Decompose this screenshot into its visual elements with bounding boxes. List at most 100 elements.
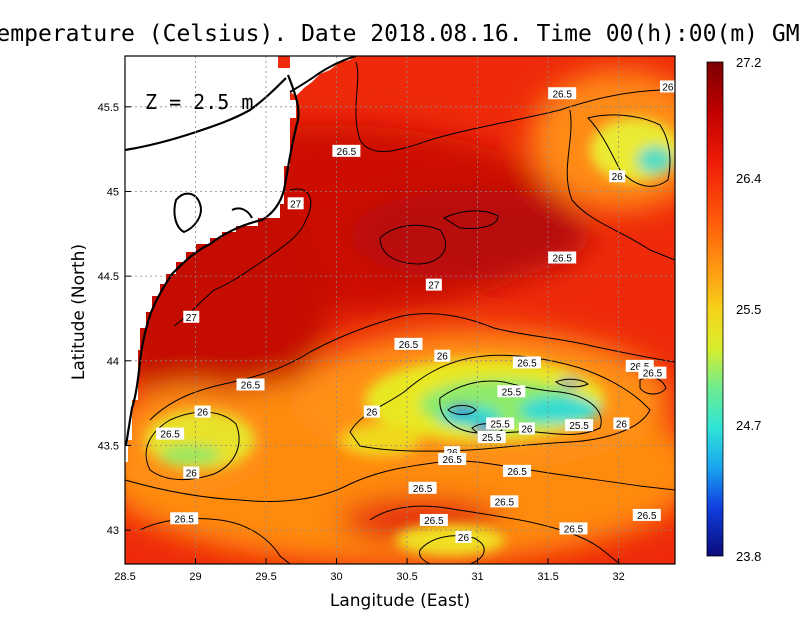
contour-label: 26.5 — [170, 512, 199, 525]
colorbar-gradient — [706, 61, 724, 557]
contour-26-west — [145, 411, 240, 481]
contour-label-text: 26 — [186, 469, 198, 480]
contour-label-box — [455, 530, 472, 543]
contour-label-box — [512, 356, 541, 369]
y-tick-label: 45.5 — [98, 102, 119, 114]
land-coast-north — [125, 56, 296, 462]
contour-blue-3 — [555, 378, 589, 388]
contour-label-text: 26 — [437, 352, 449, 363]
contour-label: 26.5 — [548, 87, 577, 100]
contour-label-box — [486, 417, 515, 430]
map-grid — [125, 56, 675, 564]
contour-label-text: 26.5 — [442, 455, 462, 466]
x-tick-label: 31.5 — [537, 571, 558, 583]
contour-label: 27 — [425, 278, 442, 292]
x-tick-label: 31 — [471, 571, 483, 583]
cyan-center-east — [520, 396, 600, 424]
contour-label-text: 26.5 — [517, 358, 537, 369]
yellow-south — [395, 524, 505, 556]
contour-label-text: 25.5 — [490, 419, 510, 430]
contour-label-box — [236, 378, 265, 391]
contour-label-box — [287, 197, 304, 210]
contour-label-box — [632, 508, 661, 521]
contour-label: 26.5 — [236, 378, 265, 392]
colorbar-tick-label: 27.2 — [736, 55, 761, 70]
contour-label-box — [659, 80, 675, 93]
contour-label-text: 26 — [197, 408, 209, 419]
contour-label: 26 — [613, 417, 630, 430]
contour-label-box — [548, 87, 577, 100]
contour-27-north — [379, 224, 446, 265]
contour-label: 26.5 — [332, 144, 361, 158]
x-tick-label: 29 — [189, 571, 201, 583]
contour-label-text: 26 — [616, 419, 628, 430]
contour-label: 25.5 — [486, 417, 515, 430]
contour-label: 26.5 — [503, 464, 532, 478]
contour-label-text: 26.5 — [637, 511, 657, 522]
contour-label: 26.5 — [394, 337, 423, 351]
contour-label-text: 27 — [428, 281, 440, 292]
contour-label-box — [438, 453, 467, 466]
contour-label: 26.5 — [419, 513, 448, 527]
warm-core-east — [350, 190, 590, 280]
contour-label-text: 27 — [290, 199, 302, 210]
contour-label-text: 27 — [186, 313, 198, 324]
contour-labels: 26.5 26 26.5 26 27 26.5 27 27 26.5 26.5 26 26.5 26.5… — [156, 80, 675, 544]
contour-label-text: 26.5 — [413, 484, 433, 495]
contour-label: 26 — [609, 170, 626, 183]
contour-label-box — [518, 422, 535, 435]
x-tick-label: 32 — [612, 571, 624, 583]
x-axis-title: Langitude (East) — [330, 591, 470, 611]
contour-label: 25.5 — [477, 431, 506, 444]
contour-label: 26 — [659, 80, 675, 93]
contour-label-box — [183, 310, 200, 323]
colorbar-tick-label: 26.4 — [736, 171, 761, 186]
contour-label-box — [565, 419, 594, 432]
contour-label-text: 25.5 — [569, 421, 589, 432]
blue-spot-3 — [558, 380, 582, 386]
contour-label-box — [419, 513, 448, 526]
contour-label-text: 26.5 — [643, 369, 663, 380]
contour-label-box — [363, 405, 380, 418]
x-tick-label: 28.5 — [114, 571, 135, 583]
map-plot-area: 26.5 26 26.5 26 27 26.5 27 27 26.5 26.5 26 26.5 26.5… — [125, 56, 675, 564]
contour-label-box — [609, 170, 626, 183]
contour-label: 26 — [363, 405, 380, 419]
contour-label-text: 26.5 — [174, 514, 194, 525]
coastline-inlet — [231, 207, 253, 219]
contour-26-5-southwest — [139, 518, 291, 564]
y-axis-title: Latitude (North) — [69, 244, 89, 380]
land-coast-top — [290, 56, 356, 96]
contour-label-box — [548, 251, 577, 264]
coastline-top — [289, 56, 357, 93]
contour-label: 26.5 — [638, 366, 667, 380]
contour-26-center — [349, 354, 651, 452]
y-tick-label: 43.5 — [98, 440, 119, 452]
contour-label-box — [434, 349, 451, 362]
contour-label-text: 26.5 — [507, 467, 527, 478]
contour-26-5-middle — [149, 313, 675, 421]
contour-label-text: 26.5 — [552, 89, 572, 100]
contour-label: 26.5 — [490, 495, 519, 508]
contour-label-box — [490, 495, 519, 508]
contour-label: 26.5 — [512, 356, 541, 369]
contour-label-text: 26.5 — [424, 516, 444, 527]
x-axis: 28.5 29 29.5 30 30.5 31 31.5 32 — [114, 558, 625, 583]
colorbar-tick-label: 23.8 — [736, 549, 761, 564]
colorbar-tick-label: 25.5 — [736, 302, 761, 317]
y-tick-label: 44.5 — [98, 271, 119, 283]
contour-26-northeast — [587, 114, 671, 187]
contour-label-box — [332, 144, 361, 157]
contour-label-box — [638, 366, 667, 379]
contour-26-5-east — [566, 109, 675, 261]
yellow-mid-south — [340, 424, 420, 456]
plot-frame — [124, 55, 676, 565]
colorbar-tick-label: 24.7 — [736, 418, 761, 433]
contour-label: 25.5 — [565, 419, 594, 432]
isotherm-contours — [125, 61, 675, 564]
contour-label-text: 26.5 — [399, 340, 419, 351]
contour-label-text: 26.5 — [160, 430, 180, 441]
contour-label: 26.5 — [438, 453, 467, 466]
colorbar-ticks: 27.2 26.4 25.5 24.7 23.8 — [736, 55, 761, 564]
